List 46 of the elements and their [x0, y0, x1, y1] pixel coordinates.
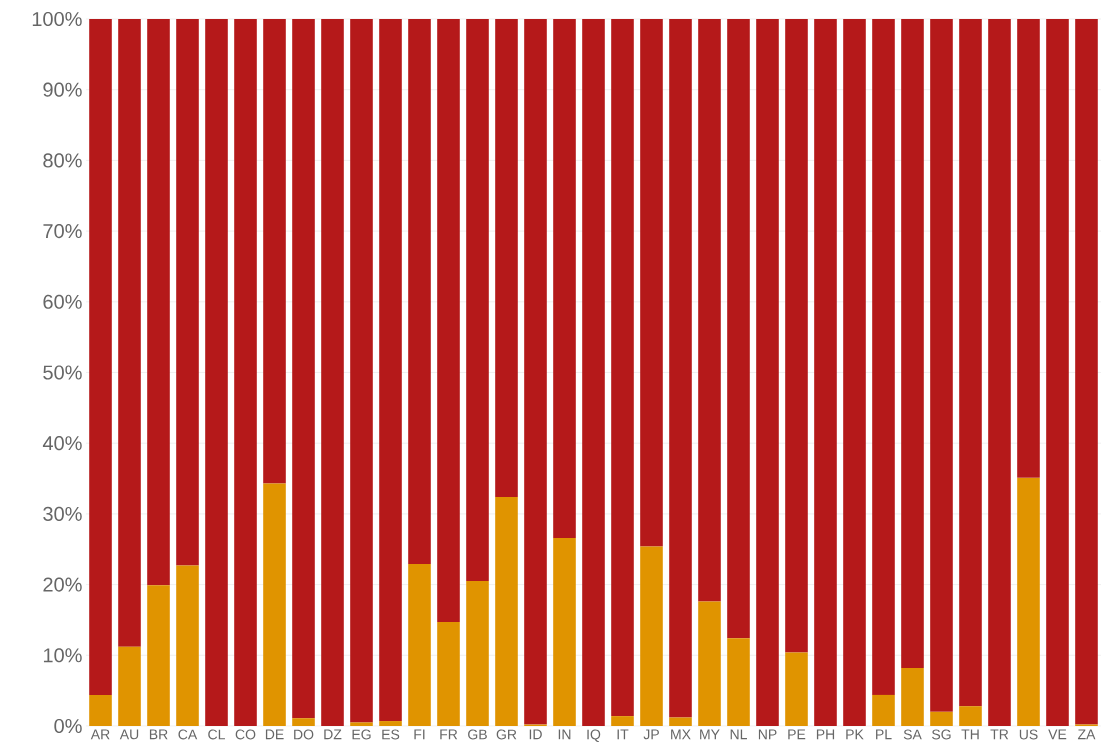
x-tick-label: TR — [990, 729, 1009, 740]
x-tick-label: IN — [558, 729, 571, 740]
x-tick-label: PK — [846, 729, 864, 740]
x-tick-label: GB — [468, 729, 487, 740]
x-tick-label: DZ — [324, 729, 342, 740]
x-tick-label: PH — [816, 729, 835, 740]
y-tick-label: 40% — [42, 436, 82, 451]
x-tick-label: US — [1019, 729, 1038, 740]
x-tick-label: EG — [352, 729, 371, 740]
x-tick-label: AR — [90, 729, 110, 740]
y-tick-label: 10% — [43, 648, 82, 663]
x-tick-label: VE — [1048, 729, 1067, 740]
x-tick-label: ZA — [1077, 729, 1096, 740]
y-tick-label: 20% — [43, 577, 82, 592]
x-tick-label: NP — [758, 729, 777, 740]
x-tick-label: PL — [876, 729, 892, 740]
x-tick-label: AU — [119, 729, 139, 740]
y-tick-label: 100% — [32, 11, 82, 27]
x-tick-label: GR — [496, 729, 517, 740]
x-tick-label: IQ — [587, 729, 601, 742]
x-tick-label: CL — [208, 729, 225, 740]
x-tick-label: MX — [671, 729, 691, 740]
x-tick-label: ID — [529, 729, 542, 740]
x-tick-label: CO — [235, 729, 256, 740]
x-tick-label: DE — [265, 729, 284, 740]
x-tick-label: SG — [932, 729, 951, 740]
x-tick-label: JP — [643, 729, 659, 740]
x-tick-label: DO — [294, 729, 314, 740]
y-tick-label: 50% — [43, 365, 82, 380]
x-tick-label: SA — [903, 729, 922, 740]
x-tick-label: NL — [730, 729, 747, 740]
x-tick-label: FR — [440, 729, 458, 740]
x-tick-label: BR — [149, 729, 168, 740]
x-tick-label: ES — [382, 729, 400, 740]
x-tick-label: PE — [788, 729, 806, 740]
x-tick-label: IT — [617, 729, 629, 740]
x-tick-label: MY — [700, 729, 720, 740]
x-tick-label: TH — [961, 729, 979, 740]
y-tick-label: 60% — [43, 294, 82, 309]
y-tick-label: 90% — [43, 82, 82, 97]
x-tick-label: CA — [178, 729, 198, 740]
x-tick-label: FI — [414, 729, 425, 740]
y-tick-label: 30% — [43, 506, 82, 521]
y-tick-label: 70% — [43, 224, 82, 239]
y-tick-label: 0% — [54, 718, 82, 734]
y-tick-label: 80% — [43, 153, 82, 168]
